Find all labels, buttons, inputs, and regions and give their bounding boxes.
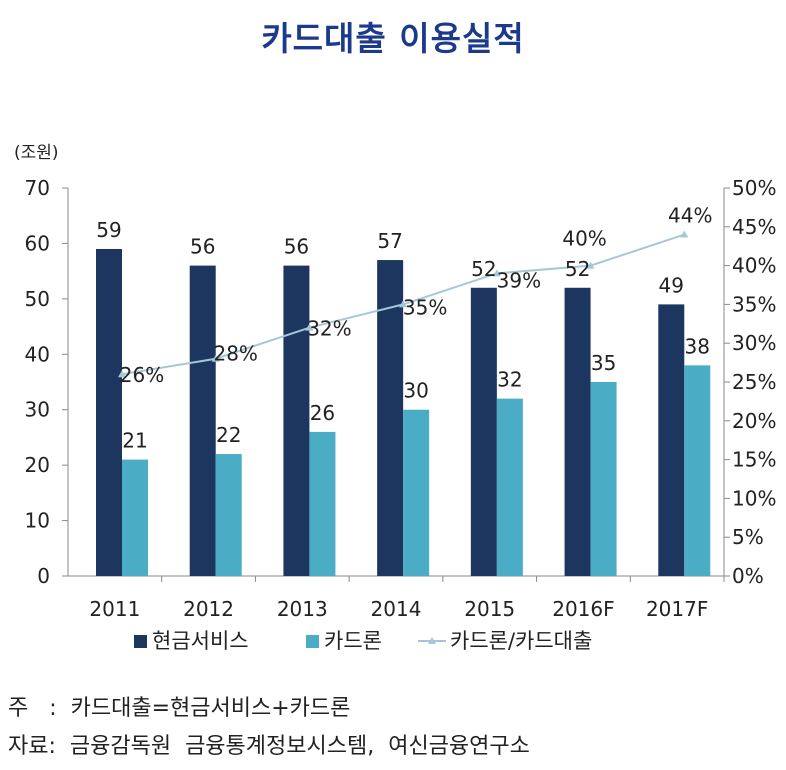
- bar-card-loan: [403, 409, 430, 576]
- bar-card-loan: [590, 382, 617, 576]
- line-point-marker: [680, 230, 689, 238]
- y-tick-label-left: 30: [25, 398, 50, 422]
- y-tick-label-left: 70: [25, 176, 50, 200]
- bar-card-loan: [122, 459, 148, 576]
- data-label-cash-service: 49: [659, 273, 684, 297]
- bar-cash-service: [96, 248, 122, 576]
- footnote: 주 : 카드대출=현금서비스+카드론: [8, 696, 351, 721]
- chart-area: (조원) 0 10 20 30 40 50 60 70 0% 5% 10% 15% 20% 25% 30% 3…: [14, 143, 776, 653]
- data-label-ratio: 32%: [307, 317, 351, 341]
- bar-cash-service: [189, 265, 216, 576]
- y-tick-label-left: 10: [25, 509, 50, 533]
- bar-card-loan: [309, 431, 336, 576]
- legend-label-cash-service: 현금서비스: [152, 629, 249, 653]
- bar-card-loan: [496, 398, 523, 576]
- bar-cash-service: [564, 287, 591, 576]
- x-tick-label: 2017F: [646, 597, 708, 621]
- line-point-marker: [586, 261, 595, 269]
- data-label-cash-service: 56: [190, 235, 215, 259]
- y-tick-label-right: 40%: [732, 254, 776, 278]
- y-tick-label-right: 30%: [732, 331, 776, 355]
- data-label-cash-service: 56: [284, 235, 309, 259]
- x-tick-label: 2014: [371, 597, 422, 621]
- y-tick-label-left: 60: [25, 231, 50, 255]
- legend-label-card-loan: 카드론: [324, 629, 382, 653]
- data-label-card-loan: 30: [403, 379, 428, 403]
- data-label-ratio: 28%: [213, 342, 257, 366]
- line-point-marker: [211, 354, 220, 362]
- y-tick-label-left: 20: [25, 453, 50, 477]
- line-point-marker: [118, 370, 126, 378]
- y-axis-label-left: (조원): [14, 143, 59, 163]
- bar-card-loan: [215, 454, 242, 576]
- bar-cash-service: [283, 265, 310, 576]
- y-tick-label-left: 50: [25, 287, 50, 311]
- data-label-cash-service: 52: [471, 257, 496, 281]
- x-tick-label: 2013: [277, 597, 328, 621]
- line-point-marker: [305, 323, 314, 331]
- data-label-ratio: 35%: [403, 295, 447, 319]
- chart-title: 카드대출 이용실적: [261, 19, 525, 58]
- line-point-marker: [492, 269, 501, 277]
- y-tick-label-right: 15%: [732, 448, 776, 472]
- source-note: 자료: 금융감독원 금융통계정보시스템, 여신금융연구소: [8, 734, 530, 759]
- bar-cash-service: [377, 260, 404, 576]
- data-label-card-loan: 38: [685, 334, 710, 358]
- bar-cash-service: [658, 304, 685, 576]
- y-tick-label-right: 0%: [732, 564, 764, 588]
- y-tick-label-right: 25%: [732, 370, 776, 394]
- y-tick-label-right: 50%: [732, 176, 776, 200]
- legend-label-ratio: 카드론/카드대출: [450, 629, 592, 653]
- data-label-card-loan: 32: [497, 368, 522, 392]
- legend-swatch-cash-service: [134, 635, 147, 648]
- y-tick-label-left: 40: [25, 342, 50, 366]
- data-label-cash-service: 57: [377, 229, 402, 253]
- data-label-card-loan: 22: [216, 423, 241, 447]
- x-tick-label: 2012: [183, 597, 234, 621]
- x-tick-label: 2015: [464, 597, 515, 621]
- data-label-card-loan: 35: [591, 351, 616, 375]
- data-label-ratio: 40%: [562, 227, 606, 251]
- legend-swatch-card-loan: [306, 635, 319, 648]
- y-tick-label-right: 10%: [732, 486, 776, 510]
- data-label-cash-service: 52: [565, 257, 590, 281]
- data-label-card-loan: 26: [310, 401, 335, 425]
- y-tick-label-right: 20%: [732, 409, 776, 433]
- y-tick-label-right: 5%: [732, 525, 764, 549]
- y-tick-label-right: 45%: [732, 215, 776, 239]
- y-tick-label-left: 0: [37, 564, 50, 588]
- x-tick-label: 2011: [89, 597, 140, 621]
- legend-swatch-ratio-marker: [428, 637, 436, 644]
- data-label-ratio: 26%: [120, 363, 164, 387]
- data-label-cash-service: 59: [96, 218, 121, 242]
- data-label-card-loan: 21: [122, 429, 147, 453]
- bar-card-loan: [684, 365, 711, 576]
- line-point-marker: [399, 300, 408, 308]
- bar-cash-service: [470, 287, 497, 576]
- data-label-ratio: 39%: [497, 268, 541, 292]
- y-tick-label-right: 35%: [732, 292, 776, 316]
- x-tick-label: 2016F: [552, 597, 614, 621]
- data-label-ratio: 44%: [668, 204, 712, 228]
